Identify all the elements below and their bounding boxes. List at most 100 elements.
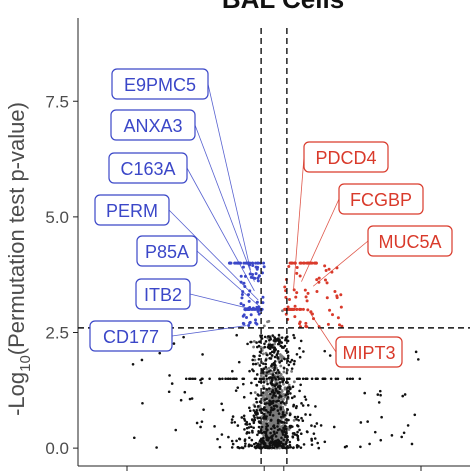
data-point: [193, 377, 197, 381]
data-point: [261, 384, 265, 388]
data-point: [259, 393, 263, 397]
data-point: [257, 425, 261, 429]
data-point: [236, 424, 240, 427]
data-point: [238, 446, 241, 450]
data-point: [282, 397, 285, 401]
data-point-significant: [256, 279, 260, 283]
gene-label-box: [89, 320, 173, 352]
data-point: [230, 446, 234, 449]
data-point: [265, 394, 269, 398]
data-point: [268, 352, 272, 355]
data-point: [249, 391, 253, 395]
data-point: [168, 374, 171, 377]
data-point: [279, 364, 283, 368]
data-point: [279, 420, 282, 423]
data-point: [280, 436, 283, 440]
data-point-significant: [256, 265, 260, 269]
data-point: [230, 418, 234, 421]
data-point: [403, 393, 407, 396]
data-point: [262, 362, 265, 365]
data-point: [265, 427, 268, 431]
data-point-significant: [299, 307, 303, 311]
data-point: [234, 389, 238, 392]
data-point-significant: [242, 303, 246, 307]
data-point: [275, 414, 279, 418]
data-point: [317, 446, 321, 450]
data-point: [373, 430, 377, 434]
data-point: [277, 399, 280, 403]
data-point: [265, 379, 269, 383]
gene-label: ANXA3: [123, 116, 182, 136]
data-point: [262, 443, 266, 446]
data-point-significant: [239, 302, 243, 306]
data-point: [377, 401, 381, 404]
data-point: [220, 433, 224, 436]
data-point: [270, 364, 273, 368]
data-point: [306, 403, 310, 407]
data-point: [289, 360, 292, 364]
data-point: [258, 354, 261, 357]
data-point: [278, 361, 281, 364]
data-point-significant: [292, 307, 296, 311]
gene-label-box: [136, 235, 198, 267]
data-point-significant: [294, 295, 298, 299]
data-point: [257, 420, 261, 423]
data-point: [269, 431, 272, 435]
data-point: [270, 350, 274, 354]
data-point-significant: [293, 315, 297, 319]
data-point: [282, 382, 285, 386]
data-point-significant: [242, 313, 246, 317]
data-point: [269, 369, 272, 372]
data-point: [298, 355, 302, 359]
data-point: [264, 417, 268, 420]
data-point: [276, 434, 280, 438]
data-point: [410, 442, 414, 446]
data-point: [406, 424, 410, 427]
data-point: [242, 382, 245, 386]
data-point: [242, 417, 246, 420]
data-point: [380, 415, 383, 419]
label-connector: [301, 198, 340, 282]
data-point: [281, 420, 284, 424]
data-point: [379, 438, 383, 442]
data-point: [284, 393, 288, 397]
data-point-significant: [295, 271, 299, 275]
data-point: [276, 421, 280, 425]
data-point: [252, 421, 256, 425]
data-point: [235, 333, 238, 337]
data-point: [279, 409, 283, 413]
data-point: [292, 404, 295, 408]
data-point: [236, 386, 240, 389]
data-point: [271, 440, 274, 443]
data-point: [278, 391, 281, 394]
data-point: [290, 367, 294, 370]
data-point: [293, 336, 296, 340]
data-point: [288, 443, 292, 447]
data-point: [323, 440, 327, 444]
data-point: [269, 411, 272, 414]
data-point: [275, 383, 278, 386]
data-point: [218, 445, 222, 449]
gene-label: E9PMC5: [124, 75, 196, 95]
y-axis-label: -Log10(Permutation test p-value): [4, 102, 34, 416]
data-point: [183, 390, 187, 394]
y-axis-label-suffix: (Permutation test p-value): [4, 102, 29, 355]
data-point-significant: [283, 307, 287, 311]
data-point: [288, 440, 292, 444]
data-point: [189, 377, 193, 381]
data-point: [359, 421, 363, 424]
data-point: [270, 377, 274, 381]
data-point: [191, 377, 195, 381]
data-point: [240, 446, 244, 449]
data-point: [179, 398, 183, 402]
data-point: [267, 397, 271, 400]
data-point: [286, 396, 290, 399]
data-point: [253, 405, 257, 408]
data-point-significant: [333, 289, 337, 293]
data-point: [276, 428, 280, 432]
data-point: [248, 369, 251, 373]
data-point-significant: [240, 293, 244, 297]
data-point: [301, 419, 305, 423]
data-point-significant: [306, 308, 310, 312]
